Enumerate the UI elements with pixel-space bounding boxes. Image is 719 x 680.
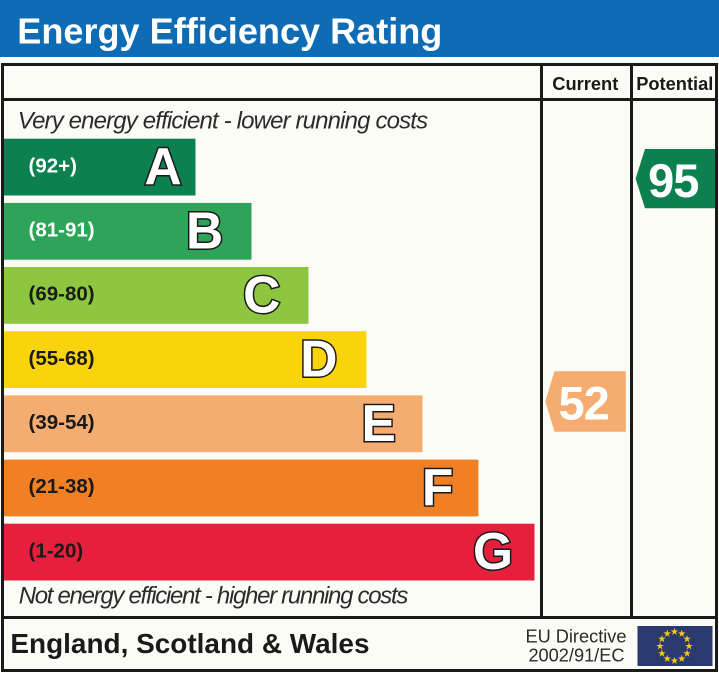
svg-text:B: B bbox=[186, 201, 223, 259]
svg-text:(39-54): (39-54) bbox=[29, 411, 95, 434]
svg-text:Energy Efficiency Rating: Energy Efficiency Rating bbox=[17, 11, 442, 52]
svg-text:G: G bbox=[473, 522, 513, 580]
svg-text:52: 52 bbox=[559, 377, 609, 430]
svg-text:E: E bbox=[361, 394, 395, 452]
svg-text:Not energy efficient - higher: Not energy efficient - higher running co… bbox=[19, 583, 409, 610]
svg-text:D: D bbox=[300, 330, 337, 388]
svg-text:(21-38): (21-38) bbox=[29, 475, 95, 498]
svg-text:A: A bbox=[144, 137, 181, 195]
svg-text:EU Directive: EU Directive bbox=[525, 627, 626, 647]
svg-text:(1-20): (1-20) bbox=[29, 539, 84, 562]
svg-text:Very energy efficient - lower: Very energy efficient - lower running co… bbox=[18, 107, 428, 134]
svg-text:2002/91/EC: 2002/91/EC bbox=[528, 646, 624, 666]
svg-text:Current: Current bbox=[552, 73, 618, 94]
svg-text:(69-80): (69-80) bbox=[29, 283, 95, 306]
svg-text:(55-68): (55-68) bbox=[29, 347, 95, 370]
svg-text:(92+): (92+) bbox=[29, 154, 77, 177]
svg-text:(81-91): (81-91) bbox=[29, 219, 95, 242]
svg-text:95: 95 bbox=[648, 154, 698, 207]
svg-text:C: C bbox=[243, 266, 280, 324]
svg-text:F: F bbox=[422, 458, 453, 516]
svg-text:England, Scotland & Wales: England, Scotland & Wales bbox=[10, 628, 369, 659]
svg-text:Potential: Potential bbox=[636, 73, 713, 94]
